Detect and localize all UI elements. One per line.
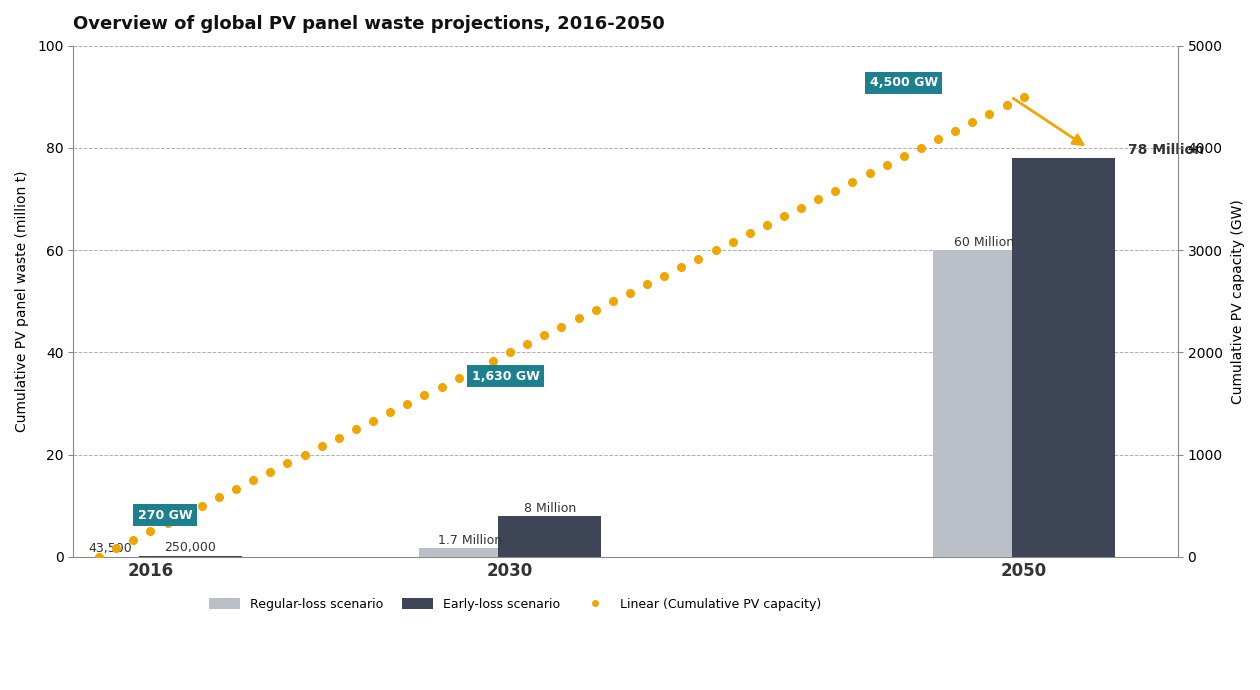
Text: 60 Million: 60 Million (954, 236, 1014, 248)
Bar (139, 555, 242, 557)
Legend: Regular-loss scenario, Early-loss scenario, Linear (Cumulative PV capacity): Regular-loss scenario, Early-loss scenar… (203, 592, 828, 617)
Bar (1012, 158, 1115, 557)
Text: 8 Million: 8 Million (524, 502, 576, 515)
Text: 43,500: 43,500 (88, 542, 132, 555)
Bar (932, 250, 1036, 557)
Text: 1.7 Million: 1.7 Million (438, 534, 503, 546)
Y-axis label: Cumulative PV panel waste (million t): Cumulative PV panel waste (million t) (15, 170, 29, 432)
Text: 4,500 GW: 4,500 GW (869, 76, 937, 89)
Text: 270 GW: 270 GW (137, 509, 193, 522)
Text: 1,630 GW: 1,630 GW (471, 370, 539, 383)
Bar (418, 549, 522, 557)
Text: Overview of global PV panel waste projections, 2016-2050: Overview of global PV panel waste projec… (73, 15, 665, 33)
Text: 78 Million: 78 Million (1128, 143, 1203, 157)
Y-axis label: Cumulative PV capacity (GW): Cumulative PV capacity (GW) (1231, 199, 1245, 404)
Text: 250,000: 250,000 (164, 541, 217, 554)
Bar (499, 516, 601, 557)
